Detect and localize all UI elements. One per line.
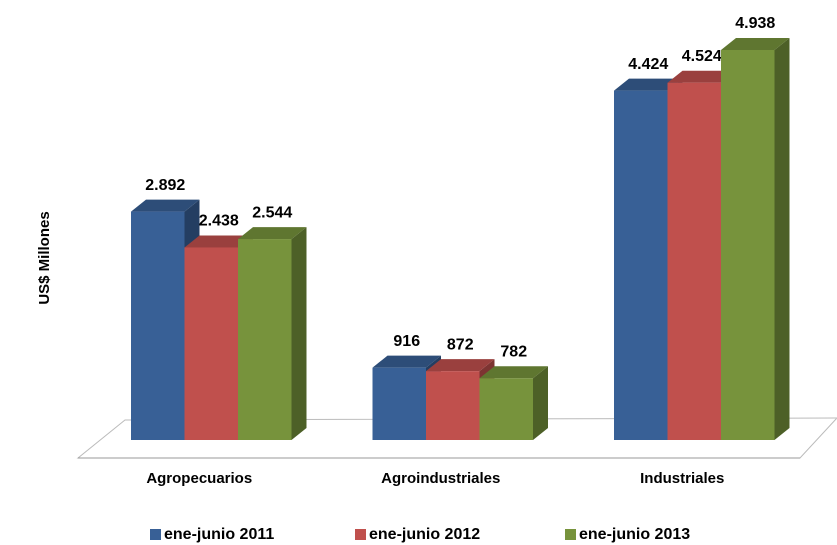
bar-top [238, 227, 307, 240]
bar-side [291, 227, 307, 440]
bar [184, 247, 238, 440]
bar [426, 371, 480, 440]
data-label: 916 [393, 333, 420, 350]
data-label: 4.524 [682, 48, 722, 65]
data-label: 872 [447, 336, 474, 353]
bar [721, 50, 775, 440]
bar [238, 239, 292, 440]
data-label: 4.938 [735, 15, 775, 32]
bar [479, 378, 533, 440]
data-label: 2.544 [252, 204, 292, 221]
bar [614, 90, 668, 440]
bar [131, 211, 185, 440]
bar-top [614, 78, 683, 91]
bar-top [479, 366, 548, 379]
bar-side [533, 366, 548, 440]
bar-top [667, 70, 736, 83]
bar-top [184, 235, 253, 248]
bar [372, 367, 426, 440]
data-label: 2.892 [145, 177, 185, 194]
x-tick-label: Agroindustriales [381, 470, 500, 487]
bar-top [372, 355, 441, 368]
legend-swatch [150, 529, 161, 540]
legend-label: ene-junio 2012 [369, 526, 480, 543]
y-axis-title: US$ Millones [36, 211, 53, 304]
bar-top [721, 38, 790, 50]
legend-swatch [565, 529, 576, 540]
legend-swatch [355, 529, 366, 540]
data-label: 782 [500, 343, 527, 360]
legend-label: ene-junio 2011 [164, 526, 274, 543]
x-tick-label: Agropecuarios [146, 470, 252, 487]
bar-top [131, 199, 200, 212]
data-label: 4.424 [628, 56, 668, 73]
bar [667, 82, 721, 440]
legend-label: ene-junio 2013 [579, 526, 690, 543]
x-tick-label: Industriales [640, 470, 724, 487]
bar-top [426, 359, 495, 372]
bar-side [774, 38, 790, 440]
data-label: 2.438 [199, 213, 239, 230]
